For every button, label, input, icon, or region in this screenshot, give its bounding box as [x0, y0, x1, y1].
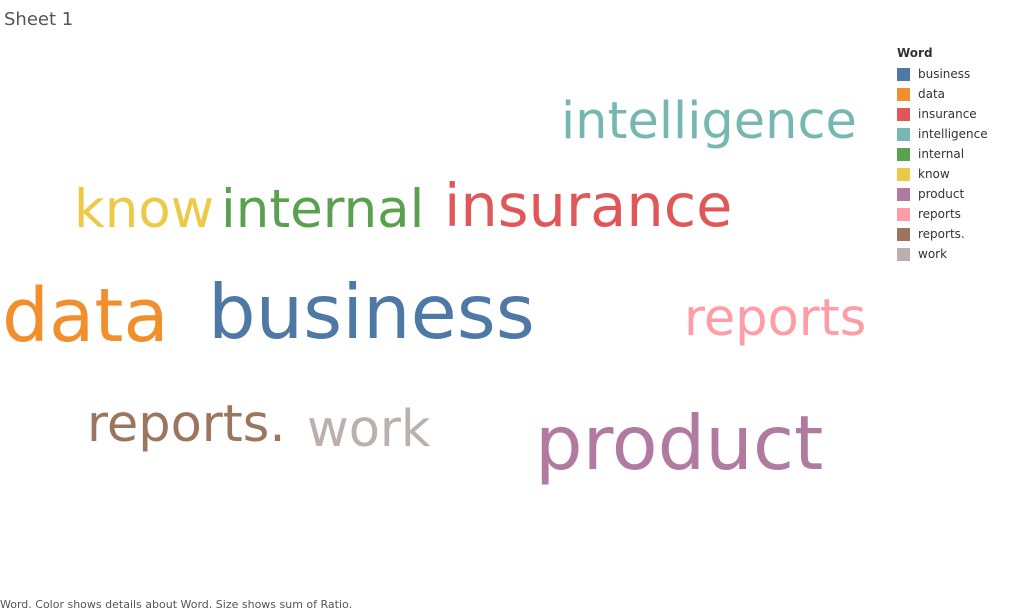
legend-item[interactable]: business — [897, 64, 1027, 84]
legend-item[interactable]: reports. — [897, 224, 1027, 244]
word-reports-dot[interactable]: reports. — [87, 395, 286, 454]
word-business[interactable]: business — [208, 268, 535, 356]
legend-swatch — [897, 147, 910, 161]
legend-swatch — [897, 187, 910, 201]
legend-item[interactable]: internal — [897, 144, 1027, 164]
word-data[interactable]: data — [2, 273, 169, 359]
legend-swatch — [897, 167, 910, 181]
word-intelligence[interactable]: intelligence — [561, 92, 857, 151]
word-cloud: business data insurance intelligence interna… — [2, 92, 867, 487]
legend-item[interactable]: intelligence — [897, 124, 1027, 144]
legend-swatch — [897, 227, 910, 241]
legend-label: work — [918, 247, 948, 261]
legend-swatch — [897, 107, 910, 121]
legend-swatch — [897, 247, 910, 261]
legend-swatch — [897, 127, 910, 141]
legend-label: product — [918, 187, 965, 201]
legend-item[interactable]: product — [897, 184, 1027, 204]
word-product[interactable]: product — [535, 399, 824, 487]
legend-label: business — [918, 67, 971, 81]
word-insurance[interactable]: insurance — [444, 171, 733, 240]
sheet-title: Sheet 1 — [4, 9, 74, 30]
legend: Word business data insurance intelligence in… — [897, 46, 1027, 264]
legend-swatch — [897, 67, 910, 81]
legend-label: intelligence — [918, 127, 988, 141]
word-know[interactable]: know — [74, 179, 215, 240]
legend-swatch — [897, 207, 910, 221]
legend-item[interactable]: work — [897, 244, 1027, 264]
legend-item[interactable]: insurance — [897, 104, 1027, 124]
legend-label: internal — [918, 147, 965, 161]
legend-title: Word — [897, 46, 933, 60]
word-work[interactable]: work — [307, 400, 431, 459]
legend-label: reports — [918, 207, 961, 221]
legend-swatch — [897, 87, 910, 101]
word-reports[interactable]: reports — [684, 289, 867, 348]
word-internal[interactable]: internal — [221, 179, 425, 240]
legend-label: reports. — [918, 227, 965, 241]
legend-label: insurance — [918, 107, 977, 121]
legend-item[interactable]: know — [897, 164, 1027, 184]
legend-item[interactable]: reports — [897, 204, 1027, 224]
legend-item[interactable]: data — [897, 84, 1027, 104]
legend-items: business data insurance intelligence interna… — [897, 64, 1027, 264]
caption: Word. Color shows details about Word. Si… — [0, 598, 353, 611]
legend-label: know — [918, 167, 950, 181]
legend-label: data — [918, 87, 946, 101]
